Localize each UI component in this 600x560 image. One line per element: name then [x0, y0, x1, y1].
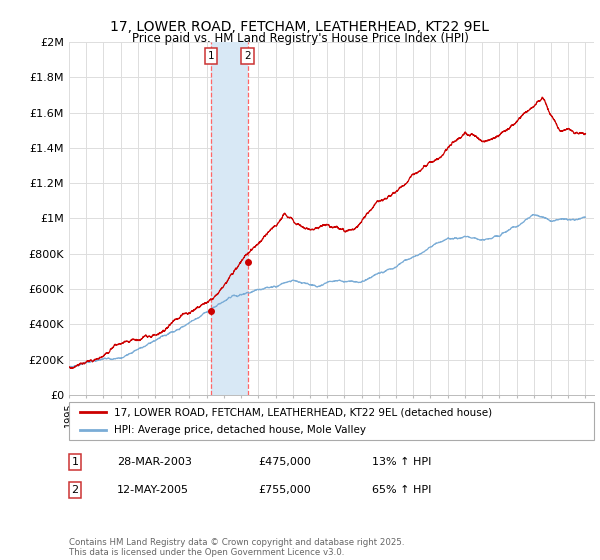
Text: HPI: Average price, detached house, Mole Valley: HPI: Average price, detached house, Mole…: [113, 425, 365, 435]
Text: 28-MAR-2003: 28-MAR-2003: [117, 457, 192, 467]
Text: 2: 2: [71, 485, 79, 495]
Text: £475,000: £475,000: [258, 457, 311, 467]
Text: 1: 1: [208, 51, 214, 61]
Text: 17, LOWER ROAD, FETCHAM, LEATHERHEAD, KT22 9EL (detached house): 17, LOWER ROAD, FETCHAM, LEATHERHEAD, KT…: [113, 407, 492, 417]
FancyBboxPatch shape: [69, 402, 594, 440]
Text: 65% ↑ HPI: 65% ↑ HPI: [372, 485, 431, 495]
Text: 1: 1: [71, 457, 79, 467]
Bar: [211, 42, 247, 395]
Text: 17, LOWER ROAD, FETCHAM, LEATHERHEAD, KT22 9EL: 17, LOWER ROAD, FETCHAM, LEATHERHEAD, KT…: [110, 20, 490, 34]
Text: 12-MAY-2005: 12-MAY-2005: [117, 485, 189, 495]
Text: 2: 2: [244, 51, 251, 61]
Text: Contains HM Land Registry data © Crown copyright and database right 2025.
This d: Contains HM Land Registry data © Crown c…: [69, 538, 404, 557]
Text: Price paid vs. HM Land Registry's House Price Index (HPI): Price paid vs. HM Land Registry's House …: [131, 32, 469, 45]
Text: 13% ↑ HPI: 13% ↑ HPI: [372, 457, 431, 467]
Text: £755,000: £755,000: [258, 485, 311, 495]
